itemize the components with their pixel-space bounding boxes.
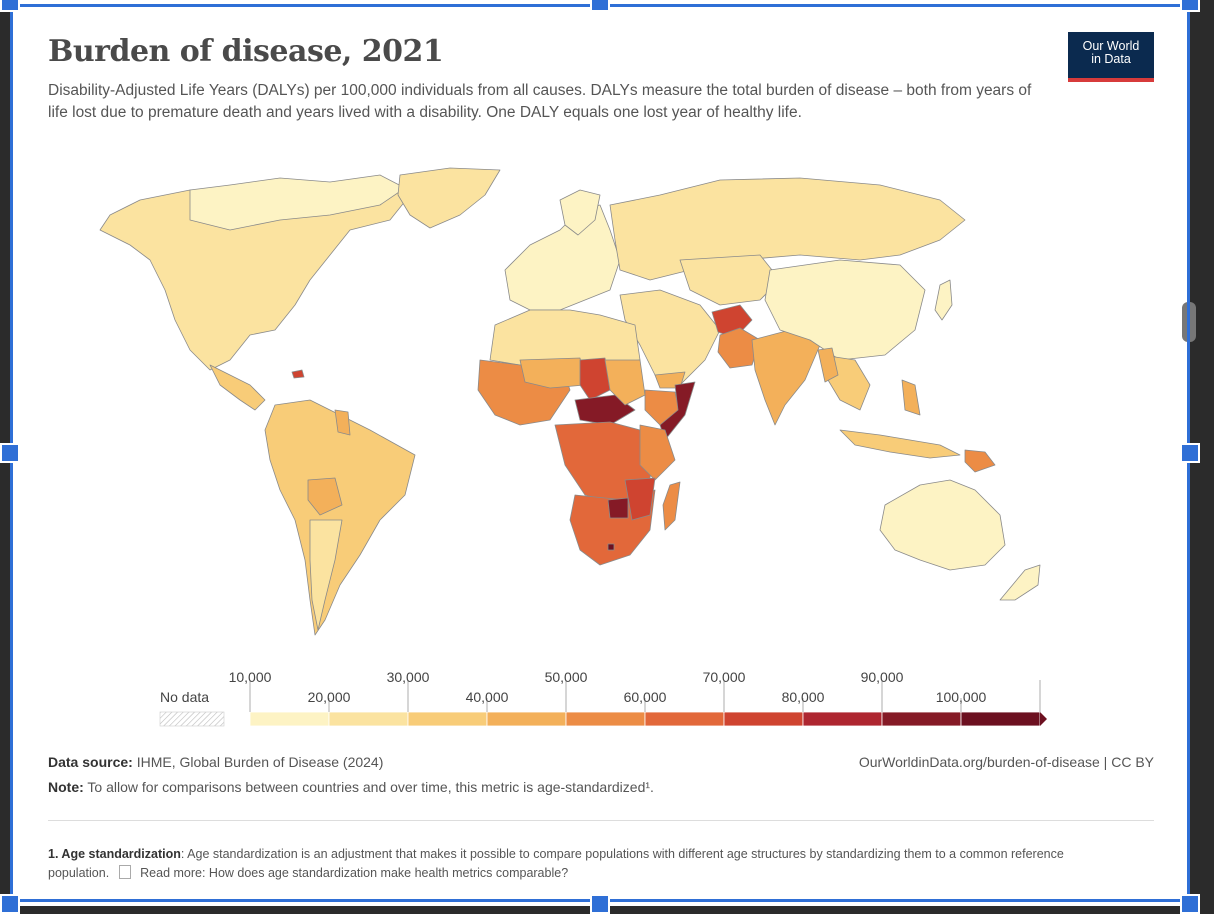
- region-mozambique[interactable]: [624, 477, 656, 521]
- footnote-label: 1. Age standardization: [48, 847, 181, 861]
- legend-tick-label: 80,000: [782, 689, 825, 705]
- region-canada-north[interactable]: [189, 174, 406, 231]
- region-zimbabwe[interactable]: [607, 497, 629, 519]
- legend-bin-7[interactable]: [723, 711, 804, 727]
- resize-handle-top-left[interactable]: [0, 0, 20, 12]
- owid-logo[interactable]: Our World in Data: [1068, 32, 1154, 82]
- region-north-africa[interactable]: [489, 309, 641, 366]
- legend-bin-9[interactable]: [881, 711, 962, 727]
- legend-tick-label: 100,000: [936, 689, 987, 705]
- legend-bin-5[interactable]: [565, 711, 646, 727]
- legend-tick-label: 50,000: [545, 669, 588, 685]
- legend-bin-4[interactable]: [486, 711, 567, 727]
- region-pakistan[interactable]: [717, 327, 761, 369]
- region-lesotho[interactable]: [607, 543, 615, 551]
- logo-line-1: Our World: [1082, 39, 1140, 53]
- footer-divider: [48, 820, 1154, 821]
- region-haiti[interactable]: [291, 369, 305, 379]
- region-china[interactable]: [764, 259, 926, 361]
- logo-line-2: in Data: [1091, 52, 1131, 66]
- source-url[interactable]: OurWorldinData.org/burden-of-disease | C…: [858, 754, 1154, 770]
- legend-bin-10[interactable]: [960, 711, 1041, 727]
- read-more-link[interactable]: Read more: How does age standardization …: [140, 866, 569, 880]
- data-source-text: IHME, Global Burden of Disease (2024): [136, 754, 384, 770]
- region-indonesia[interactable]: [839, 429, 961, 459]
- legend-no-data-label: No data: [160, 689, 209, 705]
- region-papua-new-guinea[interactable]: [964, 449, 996, 473]
- legend-no-data-swatch: [159, 711, 225, 727]
- footnote: 1. Age standardization: Age standardizat…: [48, 845, 1108, 883]
- region-madagascar[interactable]: [662, 481, 681, 531]
- note-text: To allow for comparisons between countri…: [87, 779, 654, 795]
- region-japan[interactable]: [934, 279, 953, 321]
- region-scandinavia[interactable]: [559, 189, 601, 236]
- resize-handle-top-right[interactable]: [1180, 0, 1200, 12]
- region-russia[interactable]: [609, 177, 966, 281]
- region-australia[interactable]: [879, 479, 1006, 571]
- region-india[interactable]: [751, 329, 821, 426]
- data-source: Data source: IHME, Global Burden of Dise…: [48, 754, 383, 770]
- chart-canvas: Burden of disease, 2021 Disability-Adjus…: [10, 0, 1190, 906]
- data-source-label: Data source:: [48, 754, 133, 770]
- legend-tick-label: 40,000: [466, 689, 509, 705]
- resize-handle-bottom-right[interactable]: [1180, 894, 1200, 914]
- region-east-africa[interactable]: [639, 424, 676, 481]
- resize-handle-bottom[interactable]: [590, 894, 610, 914]
- note-label: Note:: [48, 779, 84, 795]
- document-icon: [118, 865, 131, 879]
- legend-color-bins: [249, 711, 1047, 727]
- legend-bin-3[interactable]: [407, 711, 488, 727]
- legend-arrow-tip: [1040, 712, 1047, 726]
- region-bolivia[interactable]: [307, 477, 343, 516]
- region-greenland[interactable]: [397, 167, 501, 229]
- legend-bin-2[interactable]: [328, 711, 409, 727]
- region-south-america[interactable]: [264, 399, 416, 636]
- resize-handle-top[interactable]: [590, 0, 610, 12]
- legend-tick-label: 30,000: [387, 669, 430, 685]
- resize-handle-left[interactable]: [0, 443, 20, 463]
- region-sahel[interactable]: [519, 357, 586, 389]
- region-guyana[interactable]: [334, 409, 351, 436]
- legend-tick-label: 10,000: [229, 669, 272, 685]
- note: Note: To allow for comparisons between c…: [48, 779, 654, 795]
- chart-title: Burden of disease, 2021: [48, 34, 444, 69]
- region-central-african-republic[interactable]: [574, 394, 636, 426]
- legend-tick-label: 60,000: [624, 689, 667, 705]
- region-new-zealand[interactable]: [999, 564, 1041, 601]
- region-europe[interactable]: [504, 204, 621, 311]
- region-myanmar[interactable]: [817, 347, 839, 383]
- legend-bin-6[interactable]: [644, 711, 725, 727]
- region-central-asia[interactable]: [679, 254, 781, 306]
- legend-tick-label: 20,000: [308, 689, 351, 705]
- resize-handle-right[interactable]: [1180, 443, 1200, 463]
- region-chad[interactable]: [579, 357, 611, 401]
- resize-handle-bottom-left[interactable]: [0, 894, 20, 914]
- chart-subtitle: Disability-Adjusted Life Years (DALYs) p…: [48, 82, 1032, 121]
- region-sudan[interactable]: [604, 359, 646, 406]
- map-legend: No data 10,000 30,000 50,000 70,000 90,000 20…: [159, 669, 1047, 727]
- legend-bin-1[interactable]: [249, 711, 330, 727]
- world-map: [99, 167, 1041, 636]
- legend-tick-label: 90,000: [861, 669, 904, 685]
- footnote-text: : Age standardization is an adjustment t…: [48, 847, 1064, 880]
- legend-tick-label: 70,000: [703, 669, 746, 685]
- region-central-america[interactable]: [209, 364, 266, 411]
- legend-bin-8[interactable]: [802, 711, 883, 727]
- legend-tick-labels: 10,000 30,000 50,000 70,000 90,000 20,000 40,0…: [229, 669, 1041, 712]
- region-philippines[interactable]: [901, 379, 921, 416]
- region-southern-cone[interactable]: [309, 519, 343, 631]
